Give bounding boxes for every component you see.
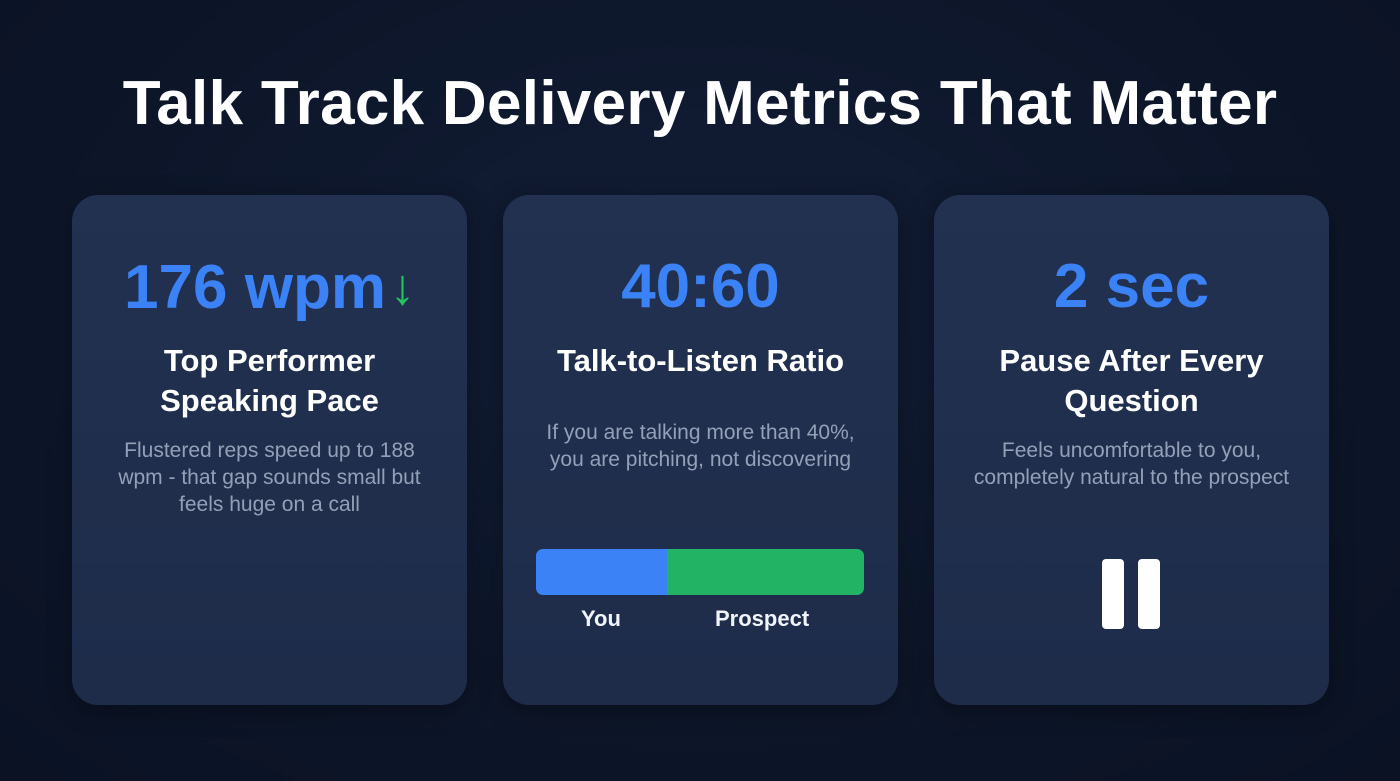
metric-label: Top Performer Speaking Pace bbox=[160, 343, 379, 418]
metric-label: Talk-to-Listen Ratio bbox=[556, 343, 845, 378]
metric-label: Pause After Every Question bbox=[999, 343, 1264, 418]
metric-description: Feels uncomfortable to you, completely n… bbox=[973, 439, 1290, 489]
metric-card-pause: 2 sec Pause After Every Question Feels u… bbox=[934, 195, 1329, 705]
metric-value: 2 sec bbox=[1053, 252, 1210, 321]
metric-value: 40:60 bbox=[621, 252, 780, 321]
metric-number: 176 wpm bbox=[124, 253, 386, 322]
metric-description: Flustered reps speed up to 188 wpm - tha… bbox=[118, 439, 421, 516]
ratio-bar-you-segment bbox=[536, 549, 668, 595]
ratio-bar bbox=[536, 549, 864, 595]
page-title: Talk Track Delivery Metrics That Matter bbox=[122, 69, 1278, 138]
pause-icon bbox=[1102, 559, 1162, 629]
metric-card-speaking-pace: 176 wpm↓ Top Performer Speaking Pace Flu… bbox=[72, 195, 467, 705]
ratio-bar-prospect-segment bbox=[667, 549, 864, 595]
metric-value: 176 wpm↓ bbox=[72, 249, 467, 326]
arrow-down-icon: ↓ bbox=[389, 259, 415, 315]
metric-description: If you are talking more than 40%, you ar… bbox=[546, 421, 855, 471]
ratio-label-prospect: Prospect bbox=[715, 606, 810, 631]
ratio-label-you: You bbox=[581, 606, 621, 631]
metric-card-talk-listen-ratio: 40:60 Talk-to-Listen Ratio If you are ta… bbox=[503, 195, 898, 705]
